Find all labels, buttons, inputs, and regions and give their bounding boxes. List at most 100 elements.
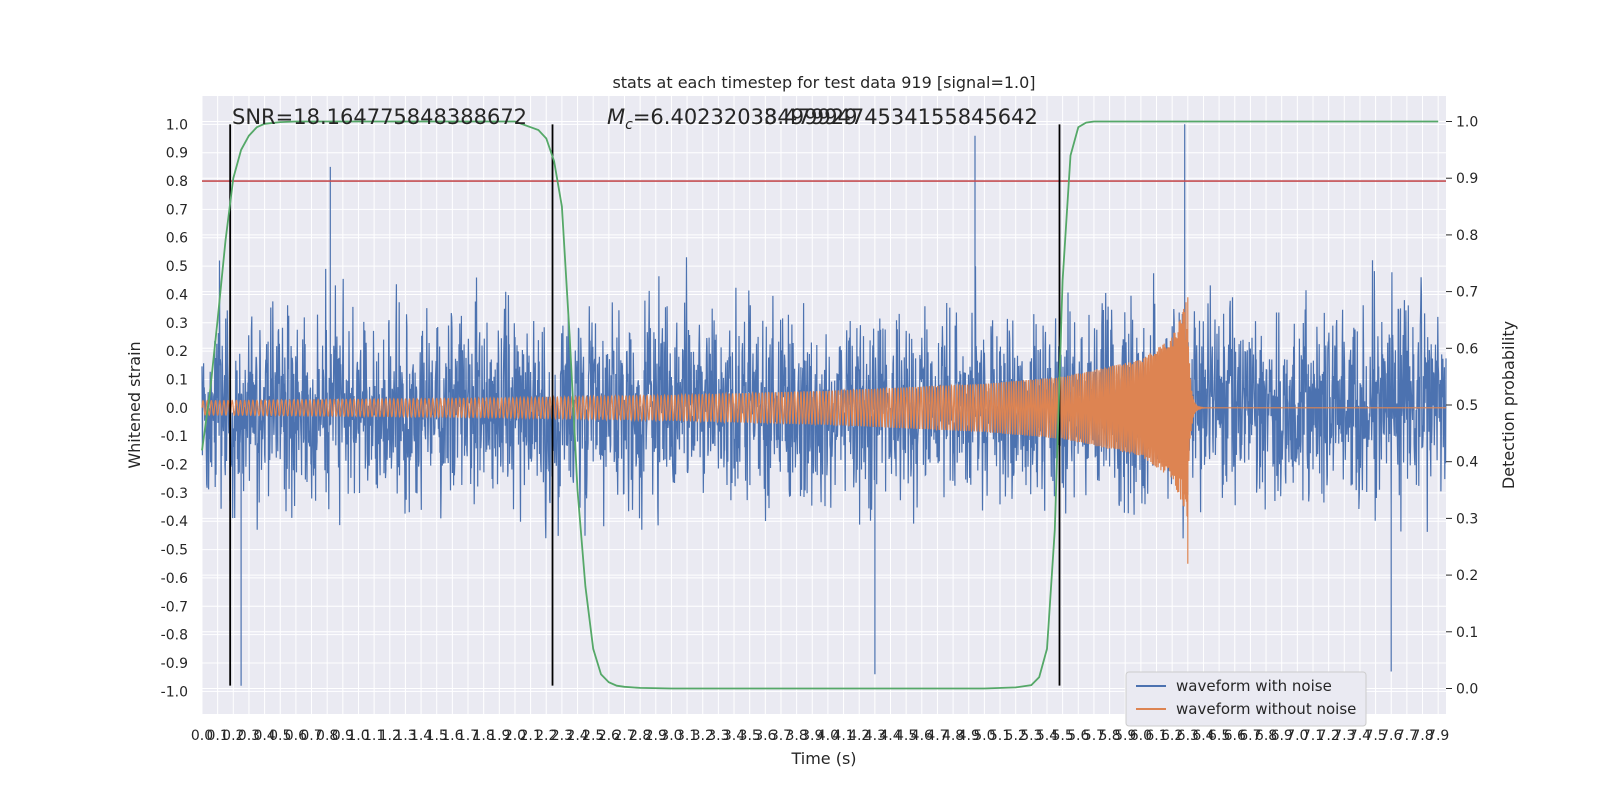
x-tick-label: 6.9: [1271, 728, 1293, 744]
y-tick-label: 0.4: [166, 287, 188, 303]
x-tick-label: 4.9: [958, 728, 980, 744]
x-tick-label: 3.6: [754, 728, 776, 744]
x-tick-label: 0.9: [332, 728, 354, 744]
y2-tick-label: 0.2: [1456, 568, 1478, 584]
x-tick-label: 4.6: [911, 728, 933, 744]
y-axis-ticks: -1.0 -0.9 -0.8 -0.7 -0.6 -0.5 -0.4 -0.3 -0.2 -0.1…: [161, 117, 188, 700]
x-tick-label: 2.9: [645, 728, 667, 744]
y-tick-label: 0.2: [166, 344, 188, 360]
y-tick-label: -0.3: [161, 486, 188, 502]
x-tick-label: 0.7: [300, 728, 322, 744]
x-tick-label: 0.2: [222, 728, 244, 744]
y-tick-label: 0.9: [166, 146, 188, 162]
x-tick-label: 4.5: [895, 728, 917, 744]
x-tick-label: 6.7: [1239, 728, 1261, 744]
legend-label-clean: waveform without noise: [1176, 700, 1356, 718]
x-tick-label: 7.4: [1349, 728, 1371, 744]
y-tick-label: -1.0: [161, 684, 188, 700]
y-tick-label: 0.1: [166, 372, 188, 388]
x-tick-label: 4.1: [832, 728, 854, 744]
x-tick-label: 3.4: [723, 728, 745, 744]
x-tick-label: 5.4: [1036, 728, 1058, 744]
x-tick-label: 1.2: [379, 728, 401, 744]
x-tick-label: 1.3: [394, 728, 416, 744]
y-tick-label: -0.9: [161, 656, 188, 672]
x-tick-label: 6.8: [1255, 728, 1277, 744]
x-tick-label: 2.4: [566, 728, 588, 744]
x-tick-label: 5.3: [1020, 728, 1042, 744]
x-tick-label: 7.7: [1396, 728, 1418, 744]
x-tick-label: 0.3: [238, 728, 260, 744]
x-tick-label: 4.2: [848, 728, 870, 744]
x-tick-label: 3.8: [785, 728, 807, 744]
legend-label-noise: waveform with noise: [1176, 677, 1332, 695]
x-tick-label: 1.6: [441, 728, 463, 744]
x-tick-label: 5.2: [1005, 728, 1027, 744]
x-tick-label: 7.5: [1364, 728, 1386, 744]
x-tick-label: 0.6: [285, 728, 307, 744]
x-tick-label: 3.1: [676, 728, 698, 744]
x-tick-label: 1.7: [457, 728, 479, 744]
y2-axis-ticks: 0.0 0.1 0.2 0.3 0.4 0.5 0.6 0.7 0.8 0.9 1.0: [1446, 115, 1478, 697]
x-tick-label: 3.7: [770, 728, 792, 744]
x-tick-label: 7.3: [1333, 728, 1355, 744]
x-tick-label: 5.5: [1051, 728, 1073, 744]
y-tick-label: -0.4: [161, 514, 188, 530]
legend: waveform with noise waveform without noi…: [1125, 671, 1367, 727]
x-tick-label: 2.1: [519, 728, 541, 744]
y-tick-label: 0.5: [166, 259, 188, 275]
snr-annotation: SNR=18.164775848388672: [232, 105, 527, 129]
x-tick-label: 0.1: [207, 728, 229, 744]
y2-tick-label: 0.3: [1456, 511, 1478, 527]
mc-symbol: M: [607, 105, 625, 129]
x-tick-label: 2.8: [629, 728, 651, 744]
x-tick-label: 0.8: [316, 728, 338, 744]
x-tick-label: 3.5: [739, 728, 761, 744]
detection-probability-series: [201, 120, 1439, 690]
x-tick-label: 4.7: [926, 728, 948, 744]
x-tick-label: 1.4: [410, 728, 432, 744]
x-tick-label: 6.2: [1161, 728, 1183, 744]
x-tick-label: 7.0: [1286, 728, 1308, 744]
x-tick-label: 7.9: [1427, 728, 1449, 744]
x-tick-label: 4.8: [942, 728, 964, 744]
x-tick-label: 1.0: [347, 728, 369, 744]
x-tick-label: 4.4: [879, 728, 901, 744]
x-tick-label: 2.0: [504, 728, 526, 744]
y2-tick-label: 0.9: [1456, 171, 1478, 187]
y2-tick-label: 0.4: [1456, 455, 1478, 471]
waveform-without-noise-series: [201, 297, 1446, 564]
x-tick-label: 6.0: [1130, 728, 1152, 744]
legend-box: [1125, 671, 1367, 727]
x-axis-label: Time (s): [790, 749, 856, 768]
y-tick-label: 0.6: [166, 231, 188, 247]
y2-tick-label: 0.7: [1456, 285, 1478, 301]
x-tick-label: 6.6: [1224, 728, 1246, 744]
x-tick-label: 0.5: [269, 728, 291, 744]
x-tick-label: 4.3: [864, 728, 886, 744]
x-tick-label: 5.1: [989, 728, 1011, 744]
x-tick-label: 5.9: [1114, 728, 1136, 744]
x-tick-label: 3.9: [801, 728, 823, 744]
x-tick-label: 5.8: [1098, 728, 1120, 744]
y-tick-label: 0.8: [166, 174, 188, 190]
x-tick-label: 1.9: [488, 728, 510, 744]
chart-title: stats at each timestep for test data 919…: [612, 73, 1035, 92]
y-tick-label: -0.1: [161, 429, 188, 445]
y2-tick-label: 0.6: [1456, 341, 1478, 357]
y-tick-label: -0.6: [161, 571, 188, 587]
x-tick-label: 6.5: [1208, 728, 1230, 744]
y2-tick-label: 0.0: [1456, 681, 1478, 697]
y2-tick-label: 1.0: [1456, 115, 1478, 131]
x-tick-label: 4.0: [817, 728, 839, 744]
y-axis-label: Whitened strain: [125, 341, 144, 468]
x-tick-label: 1.8: [473, 728, 495, 744]
y-tick-label: 0.3: [166, 316, 188, 332]
x-tick-label: 5.6: [1067, 728, 1089, 744]
x-tick-label: 2.3: [551, 728, 573, 744]
y2-tick-label: 0.5: [1456, 398, 1478, 414]
y-tick-label: -0.7: [161, 599, 188, 615]
x-tick-label: 3.3: [707, 728, 729, 744]
